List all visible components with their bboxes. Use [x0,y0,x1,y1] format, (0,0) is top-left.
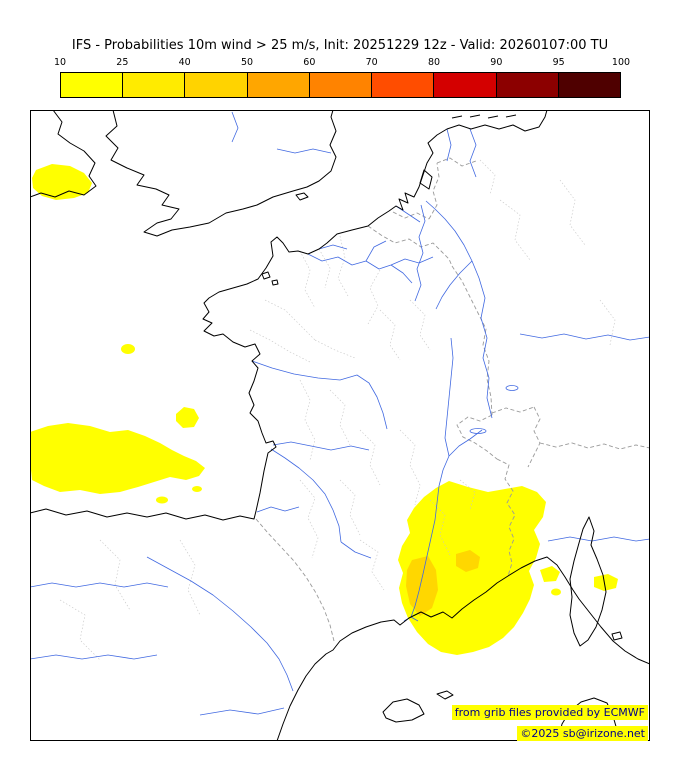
colorbar-tick-label: 95 [552,57,565,68]
department-boundaries [59,159,616,661]
probability-areas [30,164,618,655]
rivers [30,111,650,716]
credits-ecmwf: from grib files provided by ECMWF [451,705,648,720]
colorbar-tick-label: 25 [116,57,129,68]
prob-area-corsica-west [540,566,560,582]
colorbar-tick-label: 80 [427,57,441,68]
great-britain-coast [105,110,337,237]
colorbar-segments [60,72,621,98]
north-sea-coast [367,110,548,227]
coastlines [30,110,650,741]
prob-area-atlantic [30,423,205,494]
lake-geneva [469,428,487,434]
colorbar-tick-label: 40 [178,57,191,68]
ireland-coast [30,110,97,198]
mediterranean-coast [276,556,650,741]
colorbar: 10 25 40 50 60 70 80 90 95 100 [54,57,630,98]
prob-area-atlantic-bit2 [192,486,202,492]
colorbar-ticks: 10 25 40 50 60 70 80 90 95 100 [54,57,630,70]
map-title: IFS - Probabilities 10m wind > 25 m/s, I… [71,38,609,53]
prob-area-ireland [32,164,92,200]
lakes [469,385,519,434]
prob-area-corsica-east [594,574,618,591]
small-islands [261,114,623,723]
continental-west-coast [30,225,369,521]
corsica-coast [569,516,607,647]
colorbar-segment [433,72,497,98]
credits-copyright: ©2025 sb@irizone.net [517,726,648,741]
colorbar-tick-label: 100 [611,57,631,68]
colorbar-segment [308,72,373,98]
prob-area-med-core-1 [406,556,438,616]
colorbar-segment [184,72,248,98]
prob-area-small [121,344,135,354]
colorbar-tick-label: 90 [490,57,503,68]
lake-constance [505,385,519,391]
prob-area-atlantic-bit [156,496,168,504]
colorbar-tick-label: 50 [240,57,254,68]
colorbar-segment [60,72,124,98]
country-borders [255,157,650,642]
prob-area-corsica-bit [551,588,561,596]
colorbar-tick-label: 60 [303,57,316,68]
colorbar-segment [557,72,621,98]
prob-area-biscay-north [176,407,199,428]
credits-ecmwf-text: from grib files provided by ECMWF [451,705,648,720]
map-frame [30,110,650,741]
colorbar-tick-label: 10 [53,57,67,68]
colorbar-tick-label: 70 [365,57,378,68]
credits-copyright-text: ©2025 sb@irizone.net [517,726,648,741]
prob-area-med-core-2 [456,550,480,572]
